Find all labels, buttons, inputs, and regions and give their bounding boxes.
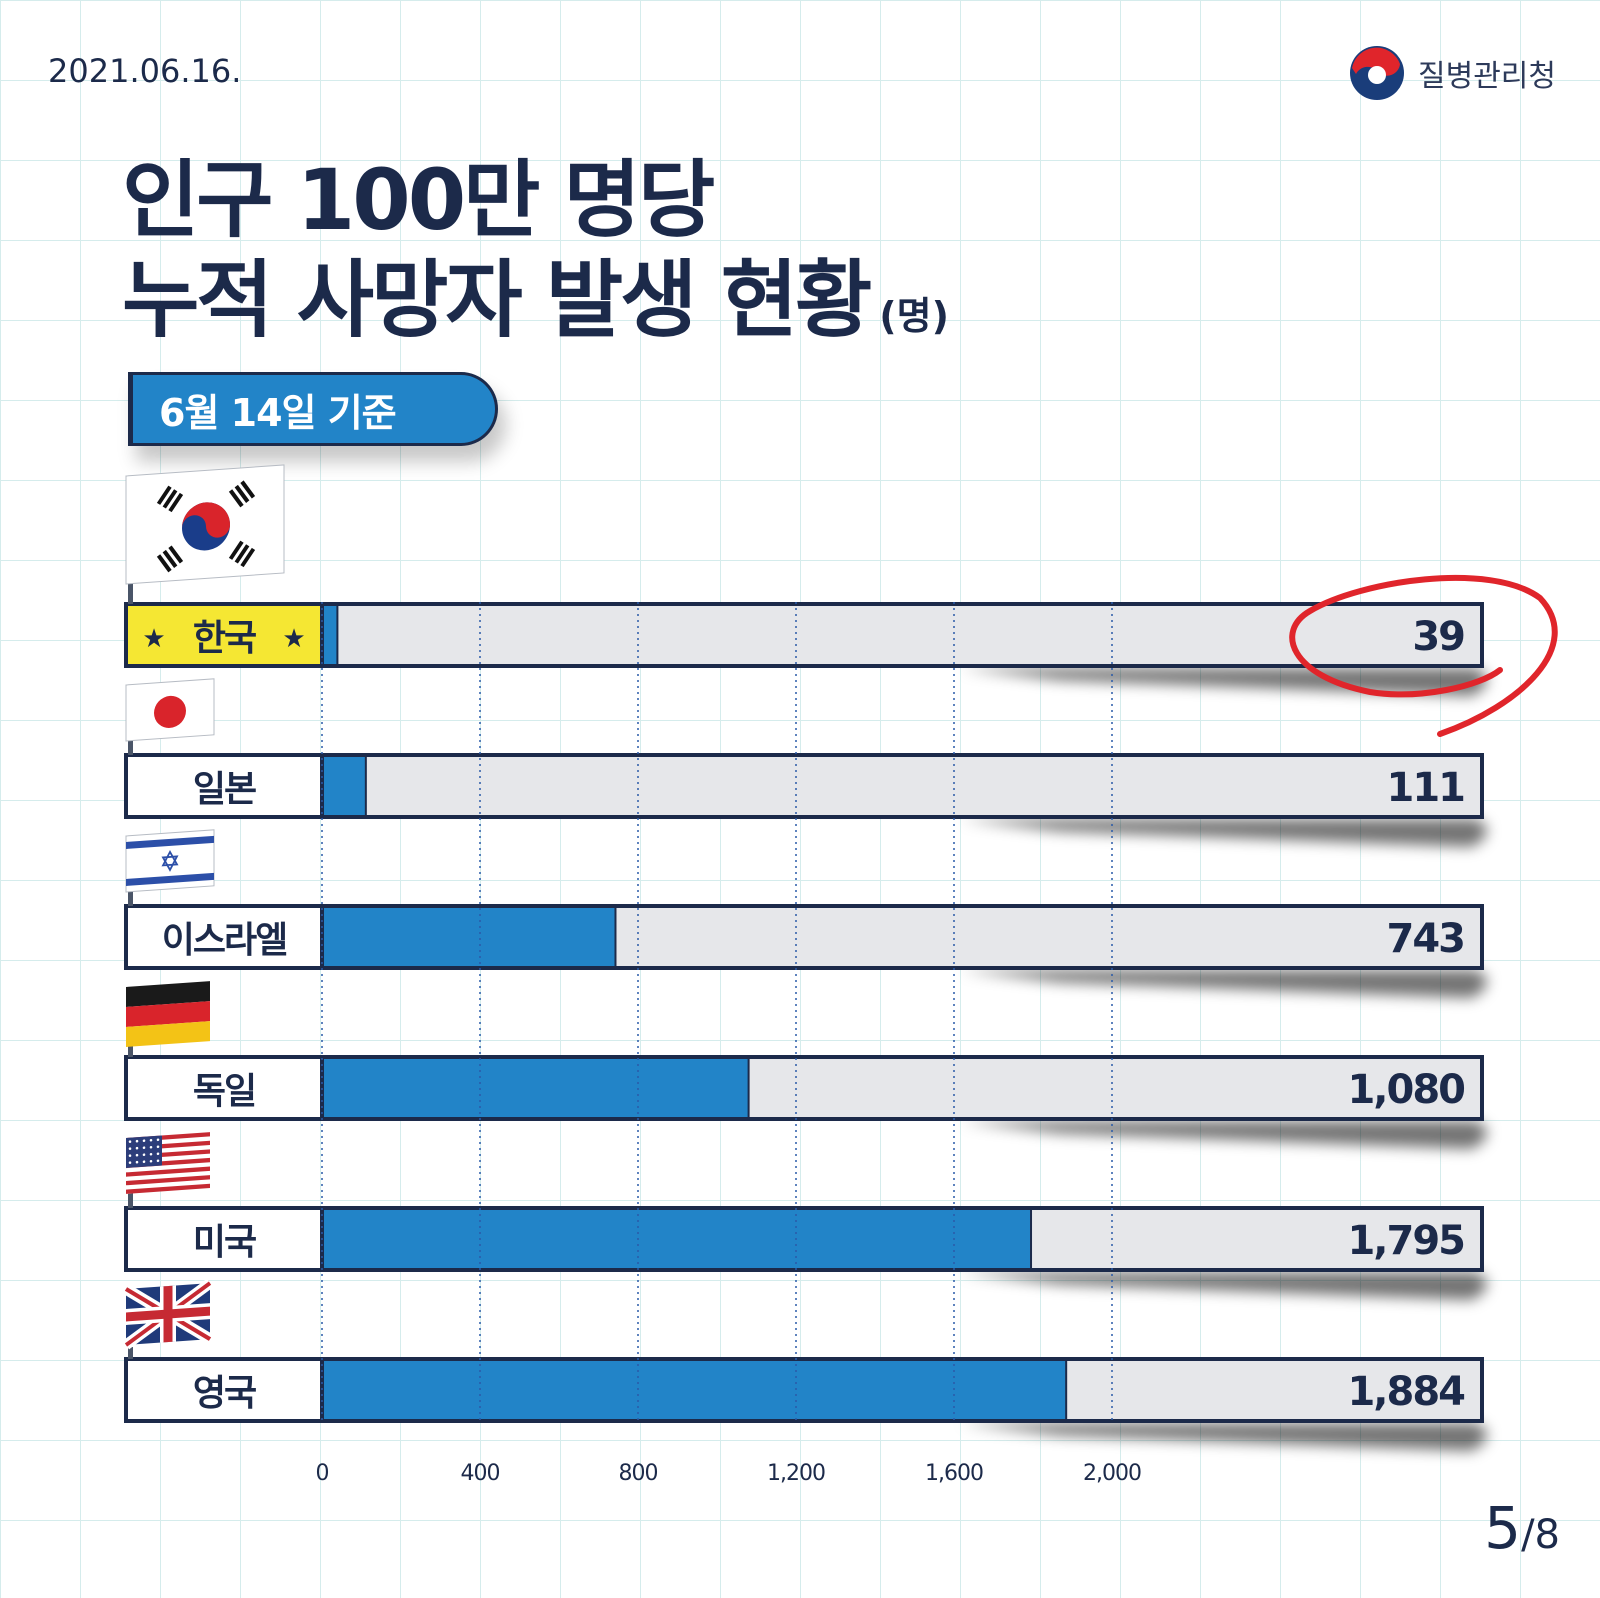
star-left-icon: ★ — [142, 624, 165, 654]
bar-shadow — [960, 1423, 1488, 1451]
value-label: 1,795 — [1347, 1218, 1464, 1264]
bar-shadow — [960, 1121, 1488, 1149]
germany-flag-pole — [128, 1043, 133, 1057]
japan-flag-pole — [128, 733, 133, 755]
org-name: 질병관리청 — [1418, 59, 1556, 94]
value-label: 111 — [1387, 765, 1465, 811]
korea-flag-trigram — [228, 480, 256, 508]
bar — [321, 1207, 1033, 1271]
korea-flag-yang — [182, 502, 230, 538]
org-logo: 질병관리청 — [1348, 44, 1556, 102]
korea-flag-trigram — [156, 545, 184, 573]
value-label: 39 — [1412, 614, 1464, 660]
page-title: 인구 100만 명당 누적 사망자 발생 현황 (명) — [122, 150, 949, 366]
x-tick-label: 1,200 — [767, 1461, 825, 1486]
uk-flag — [122, 1278, 214, 1350]
x-tick-label: 0 — [316, 1461, 329, 1486]
x-tick-label: 400 — [461, 1461, 500, 1486]
bar-frame — [124, 1357, 1484, 1423]
country-label-box — [126, 604, 322, 666]
usa-flag — [126, 1132, 210, 1194]
value-label: 1,884 — [1347, 1369, 1464, 1415]
bar-frame — [124, 904, 1484, 970]
country-label: 한국 — [193, 618, 256, 659]
page-total: /8 — [1521, 1512, 1560, 1558]
date-label: 2021.06.16. — [48, 52, 242, 90]
country-label-box — [126, 1208, 322, 1270]
country-label: 독일 — [193, 1071, 255, 1112]
usa-flag-pole — [128, 1192, 133, 1208]
bar-shadow — [960, 819, 1488, 847]
japan-flag — [125, 678, 215, 742]
value-label: 1,080 — [1347, 1067, 1464, 1113]
star-right-icon: ★ — [282, 624, 305, 654]
x-tick-label: 2,000 — [1083, 1461, 1141, 1486]
israel-flag-pole — [128, 884, 133, 906]
bar-track — [322, 604, 1482, 666]
x-tick-label: 1,600 — [925, 1461, 983, 1486]
bar — [321, 1358, 1068, 1422]
page-indicator: 5/8 — [1484, 1494, 1560, 1562]
reference-date-badge: 6월 14일 기준 — [128, 372, 498, 446]
bar — [321, 905, 617, 969]
bar-track — [322, 755, 1482, 817]
country-label: 일본 — [193, 769, 256, 810]
uk-flag-pole — [128, 1347, 133, 1359]
korea-flag-trigram — [228, 540, 256, 568]
bar-shadow — [960, 1272, 1488, 1300]
highlight-circle — [1289, 574, 1558, 737]
bar-frame — [124, 753, 1484, 819]
country-label-box — [126, 906, 322, 968]
israel-flag — [125, 829, 215, 893]
country-label: 이스라엘 — [162, 920, 287, 961]
bar-shadow — [960, 970, 1488, 998]
korea-flag-trigram — [156, 485, 184, 513]
bar — [321, 603, 339, 667]
page-current: 5 — [1484, 1494, 1522, 1562]
bar-frame — [124, 1206, 1484, 1272]
title-line-2: 누적 사망자 발생 현황 (명) — [122, 250, 949, 366]
bar — [321, 1056, 750, 1120]
country-label-box — [126, 1057, 322, 1119]
germany-flag — [126, 981, 210, 1047]
title-line-1: 인구 100만 명당 — [122, 151, 715, 249]
taegeuk-logo-icon — [1350, 46, 1404, 100]
bar — [321, 754, 367, 818]
bar-frame — [124, 1055, 1484, 1121]
value-label: 743 — [1387, 916, 1465, 962]
korea-flag — [125, 464, 285, 585]
country-label: 미국 — [193, 1222, 256, 1263]
country-label-box — [126, 755, 322, 817]
country-label-box — [126, 1359, 322, 1421]
title-line-2-text: 누적 사망자 발생 현황 — [122, 251, 872, 349]
bar-frame — [124, 602, 1484, 668]
title-unit: (명) — [879, 294, 949, 338]
country-label: 영국 — [193, 1373, 256, 1414]
x-tick-label: 800 — [619, 1461, 658, 1486]
